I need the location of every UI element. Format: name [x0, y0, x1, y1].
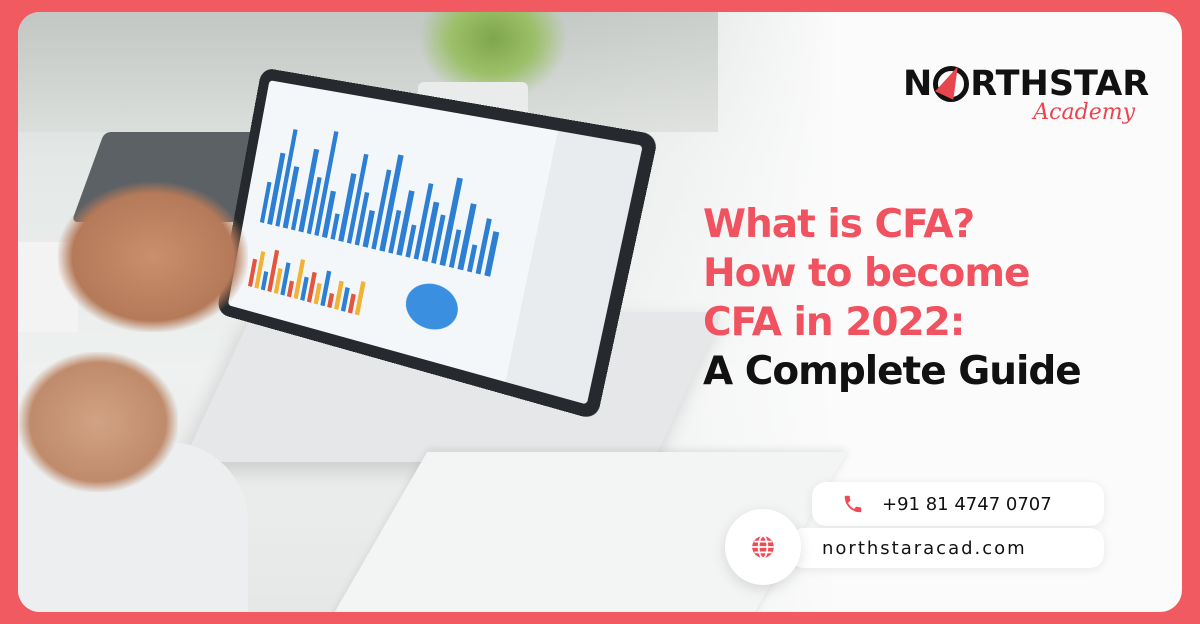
headline-line-2: How to become: [703, 251, 1030, 296]
website-url[interactable]: northstaracad.com: [822, 537, 1027, 559]
headline-line-4: A Complete Guide: [703, 349, 1082, 394]
phone-icon: [844, 495, 862, 513]
hero-photo-tablet-analytics: [18, 12, 848, 612]
dashboard-pie-chart: [401, 278, 462, 336]
website-pill[interactable]: northstaracad.com: [790, 528, 1104, 568]
logo-subtitle: Academy: [1033, 100, 1135, 125]
phone-pill[interactable]: +91 81 4747 0707: [812, 482, 1104, 526]
decorative-bar: [354, 281, 366, 316]
headline-line-3: CFA in 2022:: [703, 300, 965, 345]
globe-icon: [752, 535, 774, 559]
banner: N RTHSTAR Academy: [18, 12, 1182, 612]
headline-line-1: What is CFA?: [703, 202, 975, 247]
hand-resting: [18, 352, 178, 492]
globe-badge: [725, 509, 801, 585]
hand-pointing: [58, 182, 248, 332]
logo-wordmark: N RTHSTAR: [903, 64, 1150, 104]
dashboard-small-chart: [247, 240, 393, 321]
decorative-bar: [327, 292, 335, 309]
headline: What is CFA? How to become CFA in 2022: …: [703, 200, 1082, 396]
star-compass-icon: [933, 66, 970, 102]
northstar-logo: N RTHSTAR Academy: [903, 64, 1153, 125]
phone-number: +91 81 4747 0707: [882, 493, 1052, 515]
